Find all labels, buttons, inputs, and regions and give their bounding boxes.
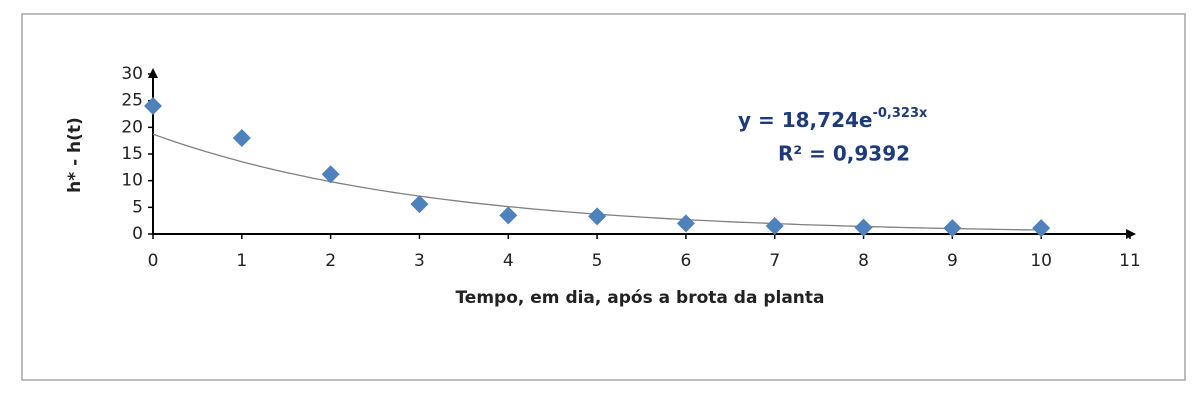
data-point: [854, 218, 873, 237]
y-tick-label: 30: [121, 64, 143, 84]
y-tick-label: 5: [132, 197, 143, 217]
x-tick-label: 7: [769, 251, 780, 271]
y-tick-label: 20: [121, 117, 143, 137]
x-axis-label: Tempo, em dia, após a brota da planta: [455, 288, 824, 308]
x-tick-label: 5: [592, 251, 603, 271]
data-point: [676, 214, 695, 233]
y-tick-label: 10: [121, 171, 143, 191]
y-axis-arrow: [148, 68, 158, 78]
x-tick-label: 9: [947, 251, 958, 271]
equation-base: y = 18,724e: [738, 108, 872, 132]
x-tick-label: 0: [148, 251, 159, 271]
x-tick-label: 8: [858, 251, 869, 271]
y-tick-label: 25: [121, 91, 143, 111]
x-tick-label: 10: [1030, 251, 1052, 271]
x-tick-label: 1: [236, 251, 247, 271]
data-point: [144, 97, 162, 115]
y-tick-label: 15: [121, 144, 143, 164]
data-point: [499, 206, 518, 225]
x-tick-label: 6: [680, 251, 691, 271]
x-tick-label: 11: [1119, 251, 1141, 271]
data-point: [765, 217, 784, 235]
data-point: [321, 165, 340, 184]
y-tick-label: 0: [132, 224, 143, 244]
data-point: [410, 195, 429, 214]
equation-exponent: -0,323x: [872, 106, 928, 121]
data-point: [232, 129, 251, 147]
x-axis-arrow: [1126, 229, 1136, 239]
data-point: [588, 207, 607, 226]
x-tick-label: 2: [325, 251, 336, 271]
x-tick-label: 3: [414, 251, 425, 271]
r-squared: R² = 0,9392: [778, 142, 910, 166]
x-tick-label: 4: [503, 251, 514, 271]
data-point: [943, 219, 962, 238]
data-point: [1032, 219, 1051, 238]
y-axis-label: h* - h(t): [65, 117, 85, 193]
trend-equation: y = 18,724e-0,323x: [738, 106, 928, 132]
chart-frame: [21, 13, 1186, 381]
